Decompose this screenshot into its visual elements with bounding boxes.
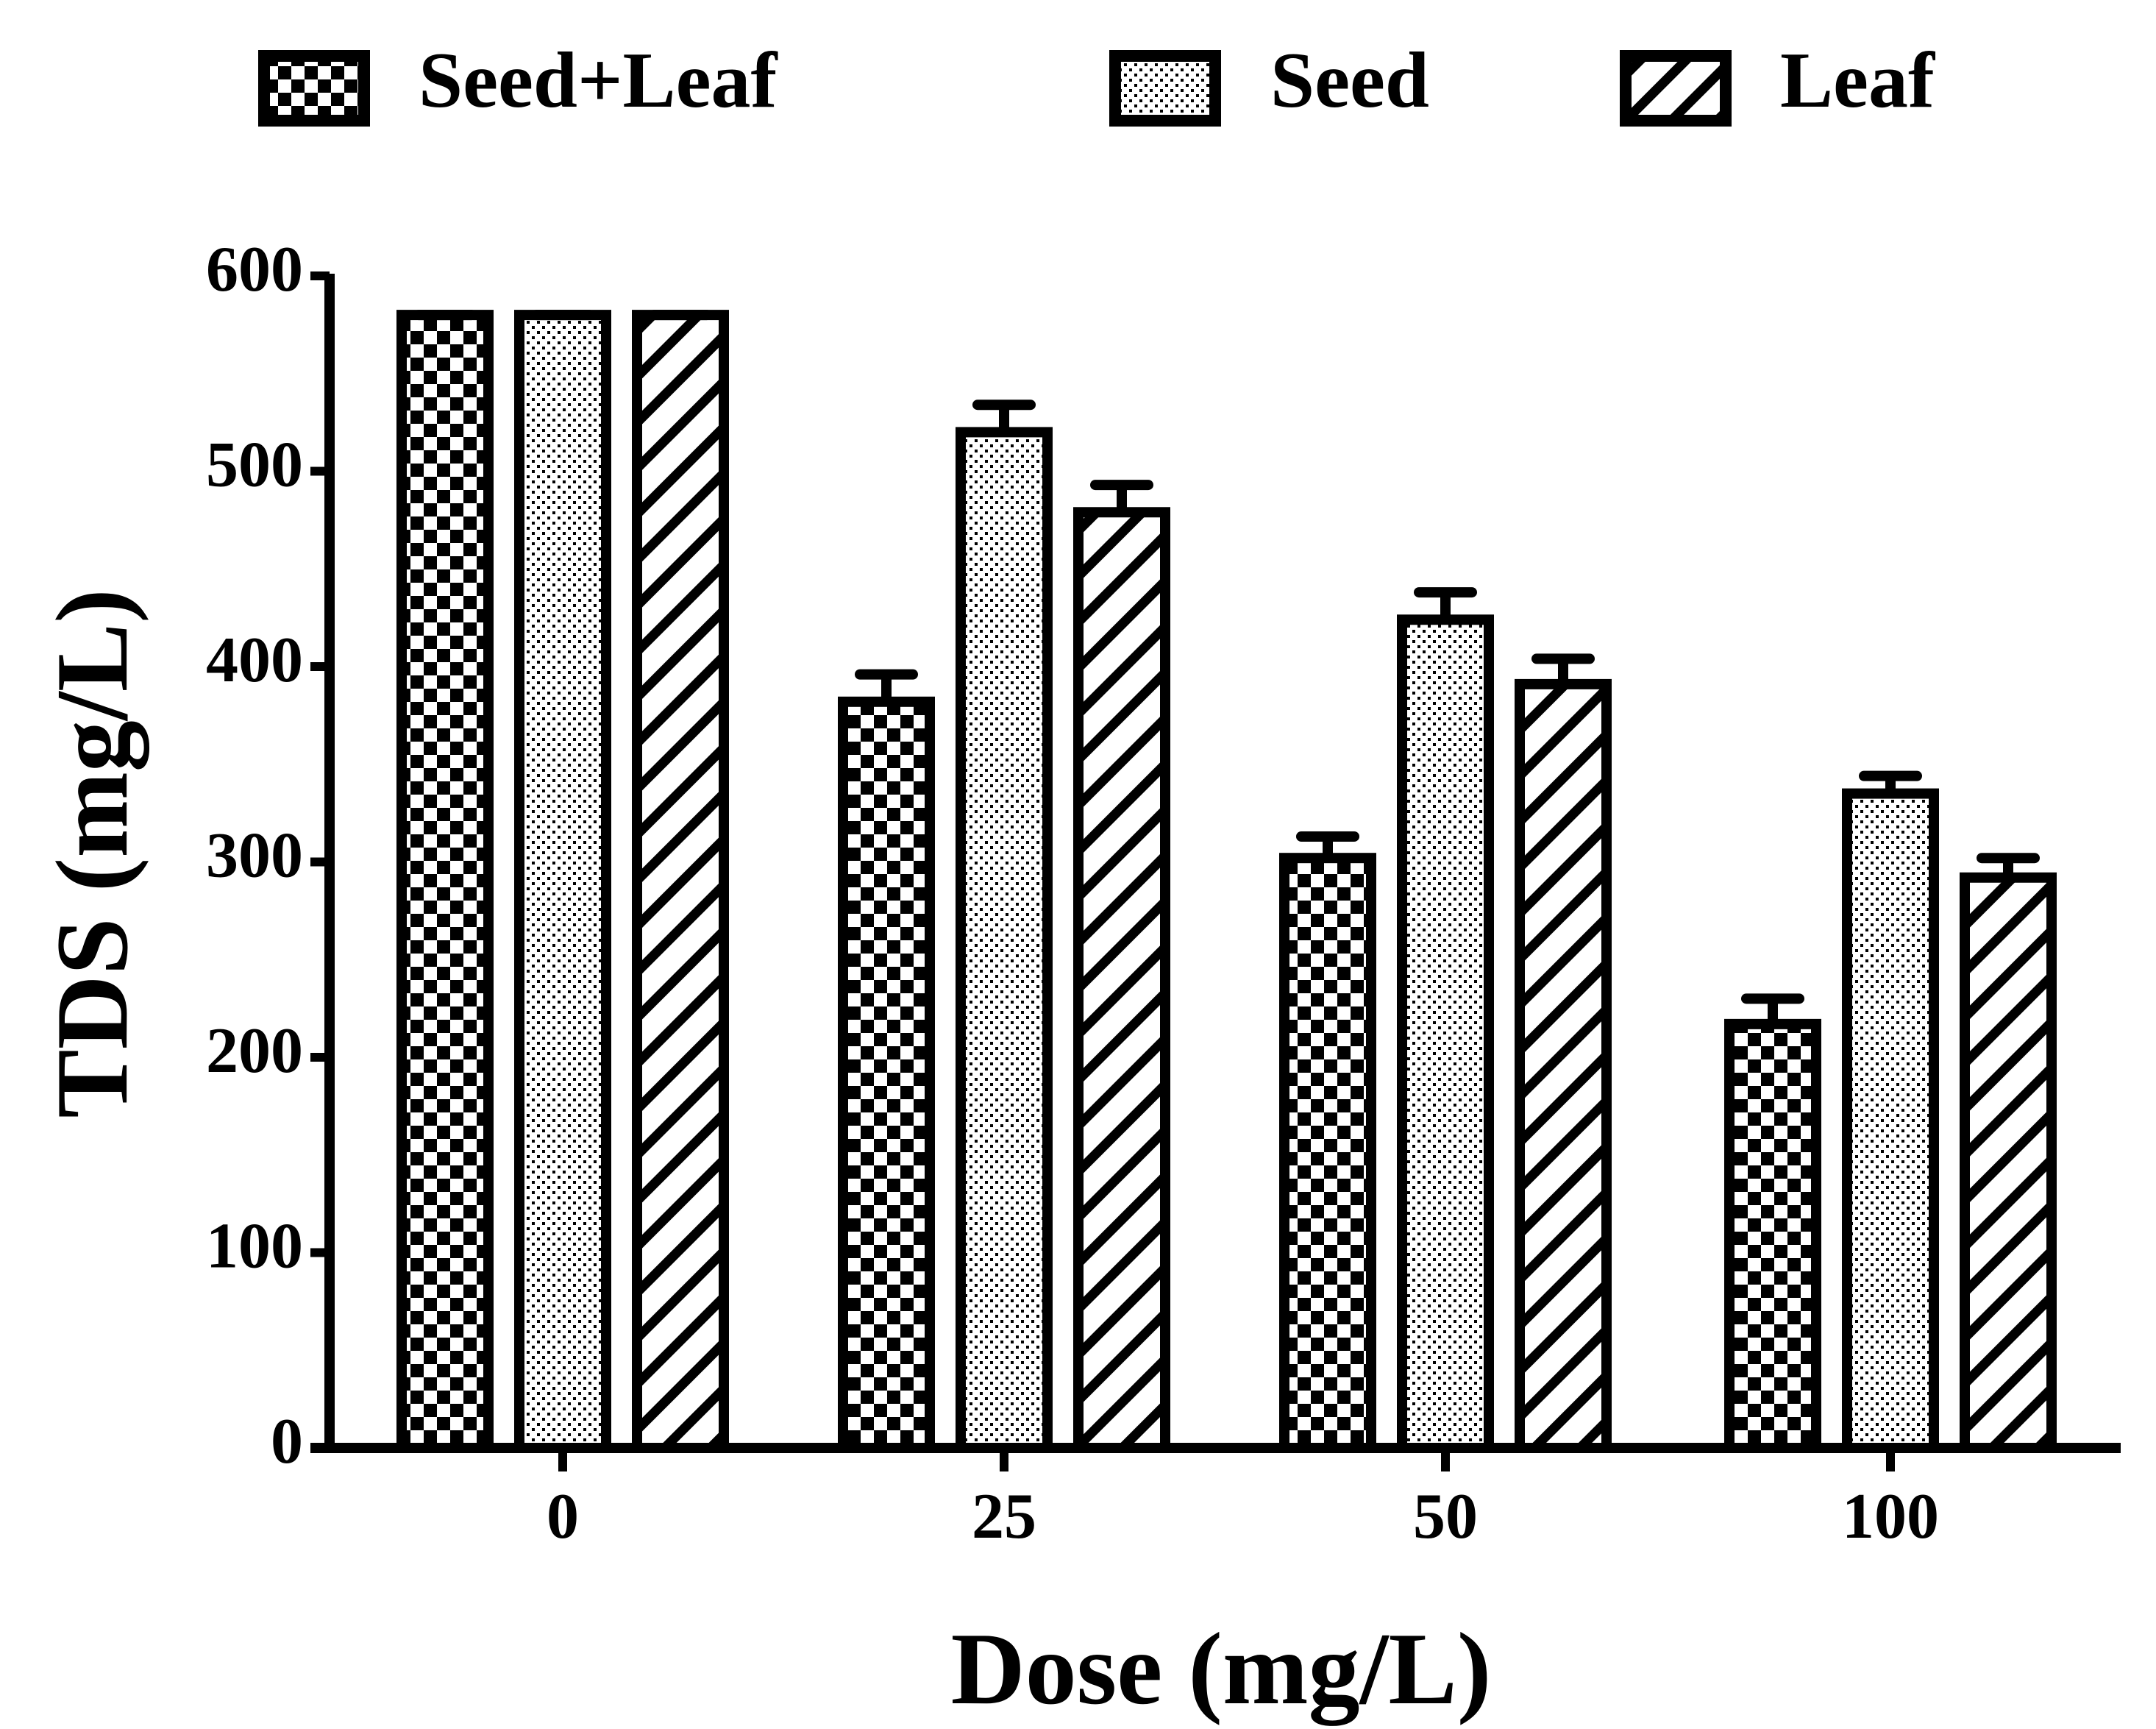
y-axis-title: TDS (mg/L) bbox=[35, 589, 149, 1118]
x-tick-label-0: 0 bbox=[547, 1481, 579, 1552]
x-tick-label-25: 25 bbox=[972, 1481, 1036, 1552]
legend-swatch-dots bbox=[1109, 50, 1221, 127]
bar-seed-leaf-25 bbox=[838, 696, 935, 1453]
x-tick-label-100: 100 bbox=[1842, 1481, 1939, 1552]
y-tick-label-400: 400 bbox=[206, 625, 303, 696]
y-ticks: 0 100 200 300 400 500 600 bbox=[206, 234, 330, 1477]
y-tick-label-0: 0 bbox=[271, 1406, 303, 1477]
bar-seed-leaf-0 bbox=[396, 310, 494, 1454]
y-tick-label-100: 100 bbox=[206, 1211, 303, 1282]
y-tick-label-200: 200 bbox=[206, 1015, 303, 1087]
bar-leaf-100 bbox=[1960, 872, 2057, 1453]
legend-swatch-checker bbox=[258, 50, 370, 127]
y-tick-label-500: 500 bbox=[206, 430, 303, 501]
bar-leaf-0 bbox=[632, 310, 729, 1454]
x-tick-label-50: 50 bbox=[1413, 1481, 1478, 1552]
legend-label-hatch: Leaf bbox=[1780, 37, 1936, 124]
y-tick-label-300: 300 bbox=[206, 820, 303, 892]
legend-label-dots: Seed bbox=[1270, 37, 1429, 124]
bar-seed-50 bbox=[1397, 614, 1494, 1453]
bar-seed-0 bbox=[514, 310, 611, 1454]
bar-seed-25 bbox=[956, 427, 1053, 1453]
bar-leaf-50 bbox=[1515, 678, 1612, 1453]
bars bbox=[396, 310, 2057, 1454]
bar-seed-100 bbox=[1842, 788, 1939, 1453]
bar-seed-leaf-100 bbox=[1724, 1018, 1821, 1453]
y-tick-label-600: 600 bbox=[206, 234, 303, 305]
bar-seed-leaf-50 bbox=[1279, 853, 1376, 1453]
x-ticks: 0 25 50 100 bbox=[547, 1448, 1939, 1552]
legend-swatch-hatch bbox=[1620, 50, 1732, 127]
error-bars bbox=[413, 310, 2040, 1024]
x-axis-title: Dose (mg/L) bbox=[951, 1612, 1492, 1726]
bar-leaf-25 bbox=[1073, 507, 1170, 1453]
legend-label-checker: Seed+Leaf bbox=[419, 37, 779, 124]
legend: Seed+Leaf Seed Leaf bbox=[258, 37, 1936, 127]
